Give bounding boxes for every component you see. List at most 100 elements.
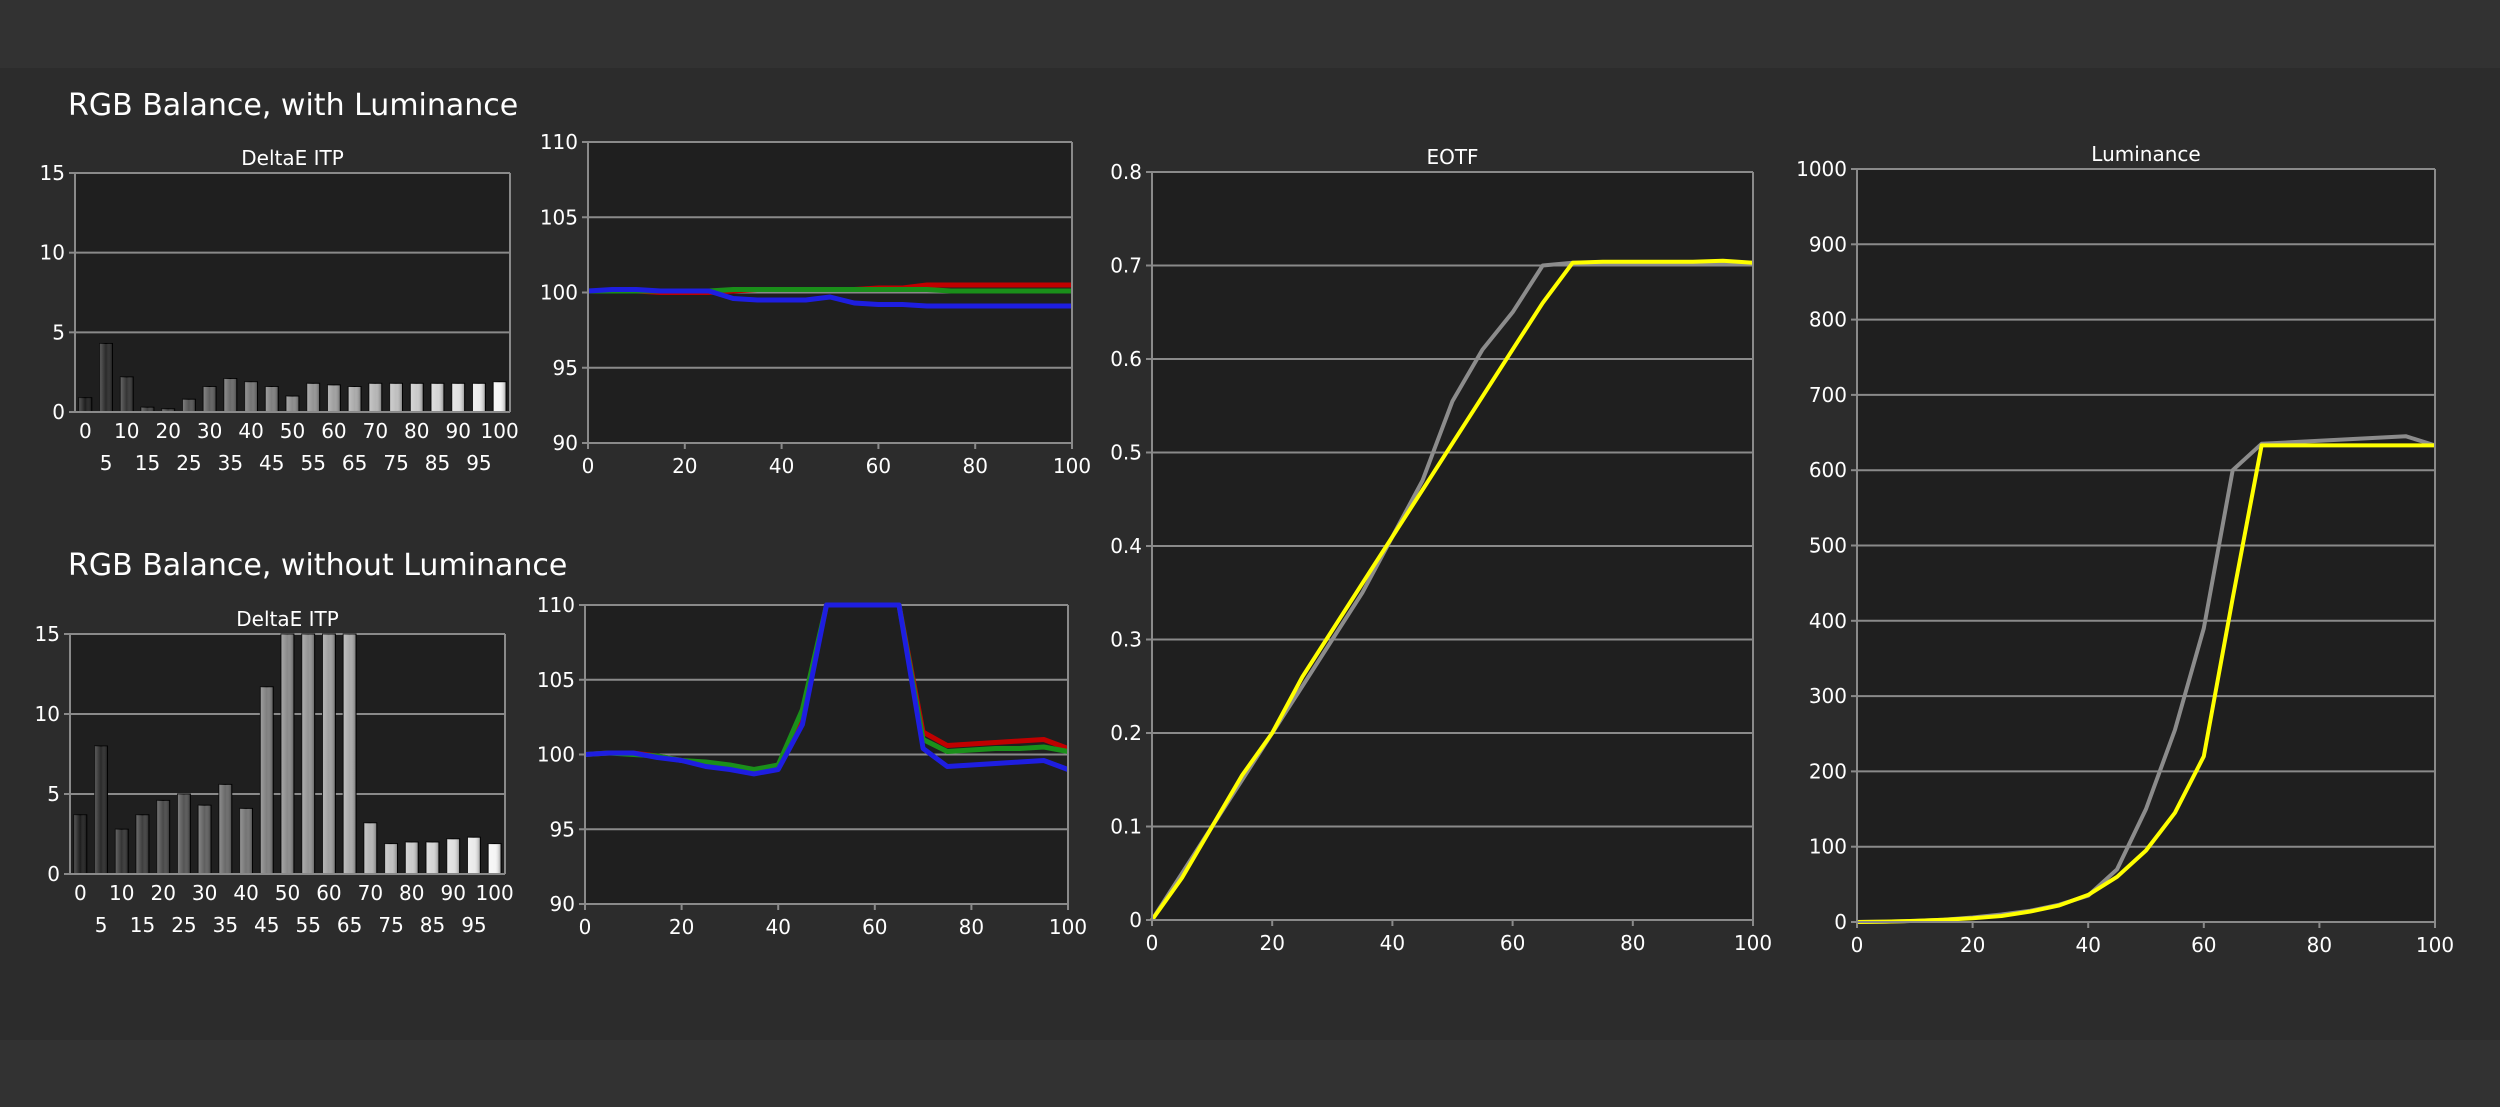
bar-shading (451, 383, 465, 412)
top-band (0, 0, 2500, 68)
y-tick-label: 10 (40, 241, 65, 265)
bar-shading (182, 399, 196, 412)
x-tick-label: 40 (233, 881, 258, 905)
bar-shading (410, 383, 424, 412)
x-tick-label: 0 (579, 915, 592, 939)
y-tick-label: 600 (1809, 458, 1847, 482)
x-tick-label: 65 (337, 913, 362, 937)
bar-shading (177, 794, 191, 874)
bar-shading (306, 383, 320, 412)
x-tick-label: 0 (582, 454, 595, 478)
x-tick-label: 35 (218, 451, 243, 475)
x-tick-label: 75 (383, 451, 408, 475)
bar-shading (239, 808, 253, 874)
x-tick-label: 90 (440, 881, 465, 905)
x-tick-label: 25 (176, 451, 201, 475)
chart-rgb-without-lum: 90 95 100 105 110 0 20 40 60 80 100 (537, 593, 1087, 939)
bar-shading (73, 814, 87, 874)
x-tick-label: 65 (342, 451, 367, 475)
y-tick-label: 0.4 (1110, 534, 1142, 558)
x-tick-label: 20 (150, 881, 175, 905)
x-tick-label: 10 (114, 419, 139, 443)
bar-shading (426, 842, 439, 874)
x-tick-label: 60 (2191, 933, 2216, 957)
y-tick-label: 300 (1809, 684, 1847, 708)
x-tick-label: 80 (2307, 933, 2332, 957)
y-tick-label: 0.3 (1110, 628, 1142, 652)
chart-title: EOTF (1426, 145, 1478, 169)
x-tick-label: 40 (238, 419, 263, 443)
x-tick-label: 60 (321, 419, 346, 443)
x-tick-label: 0 (79, 419, 92, 443)
y-tick-label: 95 (550, 817, 575, 841)
y-tick-label: 110 (540, 130, 578, 154)
y-tick-label: 700 (1809, 383, 1847, 407)
y-tick-label: 90 (553, 431, 578, 455)
section-title-without-luminance: RGB Balance, without Luminance (68, 548, 568, 583)
x-tick-label: 10 (109, 881, 134, 905)
x-tick-label: 5 (100, 451, 113, 475)
y-tick-label: 500 (1809, 534, 1847, 558)
series-line-measured (1856, 443, 2435, 924)
y-tick-label: 90 (550, 892, 575, 916)
x-tick-label: 100 (1053, 454, 1091, 478)
bar-shading (136, 814, 149, 874)
y-tick-label: 100 (537, 743, 575, 767)
y-tick-label: 10 (35, 702, 60, 726)
x-tick-label: 20 (1259, 931, 1284, 955)
x-tick-label: 45 (259, 451, 284, 475)
x-tick-label: 95 (466, 451, 491, 475)
bar-shading (94, 746, 108, 874)
x-tick-label: 25 (171, 913, 196, 937)
x-tick-label: 20 (672, 454, 697, 478)
y-tick-label: 0 (52, 400, 65, 424)
y-tick-label: 0 (1129, 908, 1142, 932)
x-tick-label: 85 (420, 913, 445, 937)
y-tick-label: 15 (35, 622, 60, 646)
x-tick-label: 75 (378, 913, 403, 937)
bar-shading (368, 383, 382, 412)
bar-shading (431, 383, 444, 412)
x-tick-label: 5 (95, 913, 108, 937)
series-line-measured (1150, 258, 1754, 922)
x-tick-label: 80 (399, 881, 424, 905)
x-tick-label: 0 (1146, 931, 1159, 955)
x-tick-label: 35 (213, 913, 238, 937)
chart-title: DeltaE ITP (241, 146, 344, 170)
y-tick-label: 100 (1809, 835, 1847, 859)
bar-shading (265, 386, 279, 412)
bottom-band (0, 1040, 2500, 1107)
y-tick-label: 100 (540, 281, 578, 305)
y-tick-label: 105 (540, 205, 578, 229)
x-tick-label: 100 (476, 881, 514, 905)
x-tick-label: 15 (135, 451, 160, 475)
x-tick-label: 80 (1620, 931, 1645, 955)
plot-area (75, 173, 510, 412)
bar-shading (141, 407, 154, 412)
x-tick-label: 20 (1960, 933, 1985, 957)
bar-shading (198, 805, 212, 874)
x-tick-label: 85 (425, 451, 450, 475)
bar-shading (389, 383, 403, 412)
bar-shading (405, 842, 419, 874)
x-tick-label: 45 (254, 913, 279, 937)
y-tick-label: 0.6 (1110, 347, 1142, 371)
y-tick-label: 95 (553, 356, 578, 380)
x-tick-label: 55 (300, 451, 325, 475)
y-tick-label: 5 (52, 320, 65, 344)
y-tick-label: 0.7 (1110, 254, 1142, 278)
y-tick-label: 15 (40, 161, 65, 185)
series-line-blue (584, 602, 1069, 777)
y-tick-label: 0.1 (1110, 815, 1142, 839)
bar-shading (467, 837, 481, 874)
bar-shading (322, 634, 336, 874)
x-tick-label: 100 (1049, 915, 1087, 939)
bar-shading (120, 376, 134, 412)
bar-shading (260, 686, 274, 874)
y-tick-label: 200 (1809, 759, 1847, 783)
x-tick-label: 100 (481, 419, 519, 443)
